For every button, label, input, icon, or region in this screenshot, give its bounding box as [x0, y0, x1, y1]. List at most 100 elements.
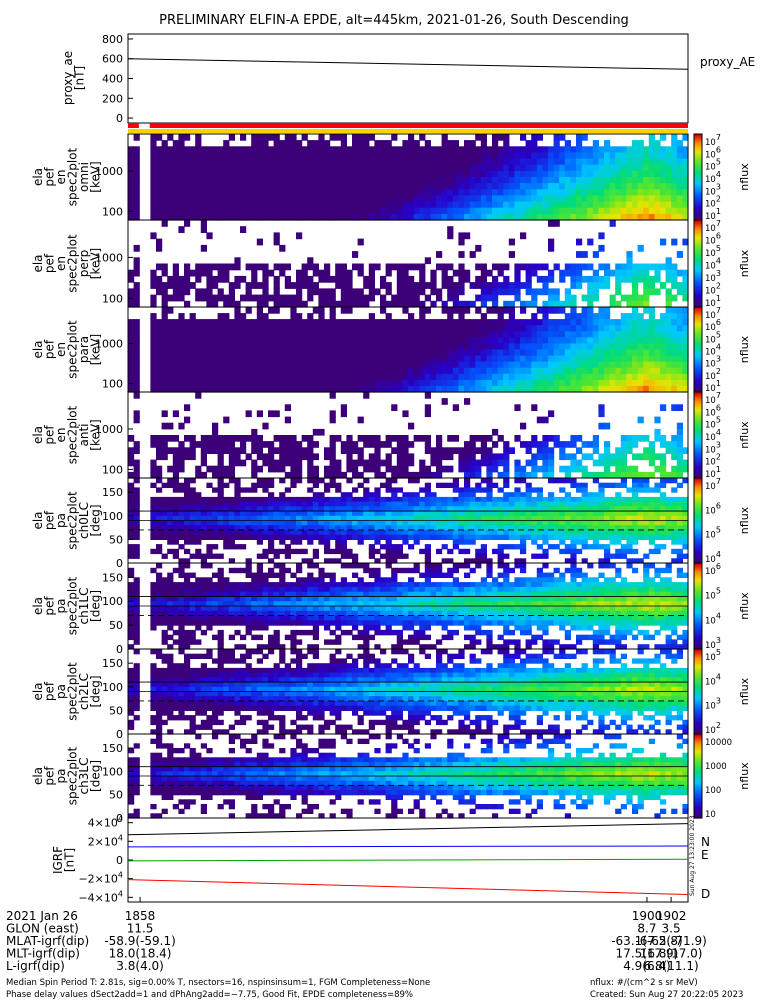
heat-cell [301, 343, 308, 351]
heat-cell [206, 441, 213, 448]
heat-cell [497, 349, 504, 357]
heat-cell [469, 325, 476, 332]
heat-cell [525, 282, 532, 289]
heat-cell [212, 146, 219, 153]
en-tick-label: 1000 [95, 165, 123, 178]
heat-cell [660, 313, 667, 320]
heat-cell [654, 158, 661, 166]
heat-cell [531, 177, 538, 184]
heat-cell [458, 501, 465, 507]
heat-cell [620, 313, 627, 320]
heat-cell [665, 257, 672, 265]
heat-cell [525, 201, 532, 209]
heat-cell [324, 331, 331, 338]
heat-cell [464, 232, 471, 240]
heat-cell [150, 313, 157, 320]
heat-cell [604, 544, 611, 550]
heat-cell [195, 534, 202, 540]
heat-cell [279, 319, 286, 326]
heat-cell [217, 183, 224, 190]
heat-cell [363, 201, 370, 209]
heat-cell [133, 300, 140, 308]
heat-cell [648, 288, 655, 296]
heat-cell [447, 207, 454, 215]
heat-cell [632, 487, 639, 493]
heat-cell [324, 501, 331, 507]
heat-cell [346, 331, 353, 338]
heat-cell [570, 459, 577, 467]
heat-cell [273, 337, 280, 345]
heat-cell [441, 501, 448, 507]
heat-cell [609, 367, 616, 375]
heat-cell [632, 201, 639, 209]
heat-cell [441, 465, 448, 473]
heat-cell [402, 534, 409, 540]
heat-cell [604, 511, 611, 517]
heat-cell [441, 263, 448, 271]
heat-cell [240, 385, 247, 393]
heat-cell [497, 337, 504, 345]
heat-cell [615, 325, 622, 332]
heat-cell [486, 170, 493, 178]
heat-cell [340, 158, 347, 166]
heat-cell [340, 373, 347, 381]
heat-cell [408, 288, 415, 296]
colorbar-cell [694, 183, 702, 187]
heat-cell [318, 367, 325, 375]
heat-cell [458, 300, 465, 308]
heat-cell [133, 152, 140, 160]
heat-cell [150, 511, 157, 517]
heat-cell [497, 459, 504, 467]
heat-cell [424, 558, 431, 564]
heat-cell [206, 288, 213, 296]
heat-cell [290, 471, 297, 479]
heat-cell [212, 501, 219, 507]
heat-cell [391, 325, 398, 332]
heat-cell [492, 189, 499, 196]
heat-cell [296, 177, 303, 184]
heat-cell [626, 158, 633, 166]
heat-cell [503, 471, 510, 479]
heat-cell [682, 373, 689, 381]
heat-cell [296, 496, 303, 503]
heat-cell [352, 447, 359, 454]
heat-cell [268, 520, 275, 526]
heat-cell [615, 367, 622, 375]
heat-cell [413, 385, 420, 393]
heat-cell [296, 300, 303, 308]
heat-cell [290, 385, 297, 393]
heat-cell [391, 189, 398, 196]
heat-cell [458, 337, 465, 345]
heat-cell [447, 361, 454, 369]
heat-cell [256, 367, 263, 375]
heat-cell [150, 361, 157, 369]
heat-cell [172, 319, 179, 326]
heat-cell [531, 201, 538, 209]
colorbar-cell [694, 462, 702, 466]
heat-cell [172, 534, 179, 540]
heat-cell [548, 207, 555, 215]
heat-cell [284, 361, 291, 369]
heat-cell [531, 520, 538, 526]
heat-cell [391, 207, 398, 215]
heat-cell [626, 189, 633, 196]
heat-cell [357, 337, 364, 345]
heat-cell [581, 453, 588, 461]
heat-cell [357, 146, 364, 153]
heat-cell [284, 140, 291, 147]
heat-cell [273, 548, 280, 555]
heat-cell [413, 201, 420, 209]
heat-cell [256, 385, 263, 393]
heat-cell [335, 501, 342, 507]
heat-cell [223, 544, 230, 550]
heat-cell [301, 325, 308, 332]
heat-cell [508, 325, 515, 332]
heat-cell [419, 349, 426, 357]
heat-cell [385, 515, 392, 522]
heat-cell [525, 487, 532, 493]
heat-cell [128, 195, 135, 203]
colorbar-cell [694, 398, 702, 402]
heat-cell [329, 313, 336, 320]
heat-cell [318, 539, 325, 545]
heat-cell [520, 158, 527, 166]
